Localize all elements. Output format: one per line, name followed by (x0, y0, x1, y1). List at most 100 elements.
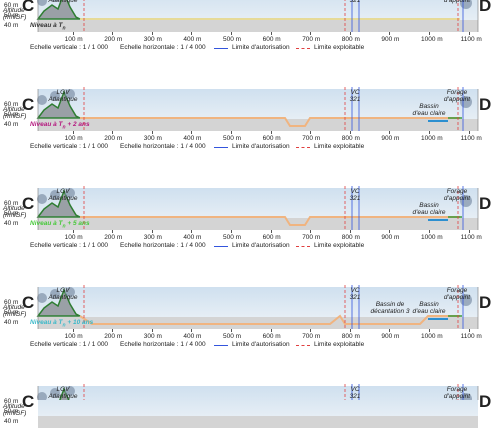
x-tick (468, 32, 470, 35)
vc-label-line2: 321 (349, 195, 361, 202)
x-tick-label: 600 m (262, 135, 281, 142)
section-end-letter: D (479, 194, 492, 213)
x-tick-label: 300 m (143, 36, 162, 43)
bassin-label-line1: Bassin (419, 103, 439, 110)
x-tick (389, 131, 391, 134)
profile-panel: CDLGVAtlantiqueVC321Foraged'appointAltit… (0, 0, 495, 51)
tree-shape (50, 91, 60, 101)
section-end-letter: D (479, 95, 492, 114)
forage-label-line1: Forage (446, 287, 468, 294)
x-tick-label: 700 m (302, 333, 321, 340)
vertical-scale-text: Echelle verticale : 1 / 1 000 (30, 242, 109, 249)
x-tick-label: 400 m (183, 36, 202, 43)
profile-panel: C D LGV Atlantique VC 321 Forage d'appoint Bassi… (0, 257, 495, 349)
x-tick-label: 600 m (262, 333, 281, 340)
horizontal-scale-text: Echelle horizontale : 1 / 4 000 (120, 341, 206, 348)
x-tick-label: 900 m (381, 135, 400, 142)
x-tick-label: 1000 m (421, 333, 443, 340)
tree-shape (50, 289, 60, 299)
profile-drawing (36, 285, 479, 329)
lgv-embankment (59, 386, 70, 400)
x-tick (310, 32, 312, 35)
section-end-letter: D (479, 0, 492, 15)
excavation-profile (79, 314, 460, 325)
level-label: Niveau à Tn + 10 ans (30, 319, 93, 328)
tree-shape (51, 0, 59, 2)
altitude-label: Altitude (3, 106, 25, 113)
x-tick-label: 300 m (143, 333, 162, 340)
lgv-label-line2: Atlantique (48, 393, 78, 400)
x-tick-label: 800 m (341, 333, 360, 340)
forage-label-line2: d'appoint (443, 96, 471, 103)
tree-shape (37, 95, 47, 105)
x-tick-label: 700 m (302, 36, 321, 43)
y-tick-label: 60 m (4, 2, 19, 9)
x-tick-label: 600 m (262, 36, 281, 43)
y-tick-label: 40 m (4, 418, 19, 425)
tree-shape (37, 194, 47, 204)
lgv-embankment (36, 287, 81, 317)
section-start-letter: C (22, 194, 35, 213)
y-tick-label: 40 m (4, 220, 19, 227)
vc-label-line2: 321 (349, 0, 361, 4)
ground-band (38, 20, 478, 32)
auth-limit-swatch (214, 345, 228, 346)
altitude-label: Altitude (3, 7, 25, 14)
bassin-label-line1: Bassin (419, 202, 439, 209)
x-tick (72, 329, 74, 332)
x-tick-label: 1100 m (460, 36, 482, 43)
forage-label-line2: d'appoint (443, 195, 471, 202)
x-tick-label: 800 m (341, 234, 360, 241)
vc-label-line1: VC (350, 386, 360, 393)
auth-limit-text: Limite d'autorisation (232, 242, 290, 249)
x-tick-label: 1100 m (460, 333, 482, 340)
profile-drawing (36, 186, 479, 230)
level-sub: n (62, 124, 66, 131)
x-tick (231, 230, 232, 233)
horizontal-scale-text: Echelle horizontale : 1 / 4 000 (120, 242, 206, 249)
bassin-label-line2: d'eau claire (412, 209, 446, 216)
auth-limit-text: Limite d'autorisation (232, 44, 290, 51)
lgv-label-line2: Atlantique (48, 0, 78, 4)
excavation-profile (80, 117, 460, 127)
sky-band (38, 0, 478, 20)
x-tick (72, 32, 74, 35)
x-tick (389, 32, 391, 35)
vertical-scale-text: Echelle verticale : 1 / 1 000 (30, 341, 109, 348)
vc-label-line1: VC (350, 287, 360, 294)
y-tick-label: 50 m (4, 408, 19, 415)
x-tick (112, 131, 114, 134)
vc-label-line2: 321 (349, 96, 361, 103)
y-tick-label: 40 m (4, 319, 19, 326)
x-tick-label: 1100 m (460, 135, 482, 142)
lgv-embankment (36, 89, 81, 119)
auth-limit-swatch (214, 246, 228, 247)
profile-drawing (37, 384, 479, 400)
vc-label-line1: VC (350, 89, 360, 96)
tree-shape (65, 386, 75, 396)
excavation-profile (80, 216, 460, 226)
x-tick-label: 700 m (302, 234, 321, 241)
altitude-unit: (mNGF) (3, 212, 27, 219)
x-tick (112, 230, 114, 233)
x-tick (191, 329, 193, 332)
forage-label-line1: Forage (446, 188, 468, 195)
vc-label-line1: VC (350, 188, 360, 195)
x-tick (349, 131, 351, 134)
ground-band (38, 119, 478, 131)
x-tick-label: 900 m (381, 333, 400, 340)
auth-limit-text: Limite d'autorisation (232, 143, 290, 150)
vertical-scale-text: Echelle verticale : 1 / 1 000 (30, 143, 109, 150)
x-tick-label: 300 m (143, 135, 162, 142)
lgv-label-line1: LGV (56, 287, 70, 294)
x-tick (112, 329, 114, 332)
x-tick-label: 800 m (341, 135, 360, 142)
forage-label-line1: Forage (446, 89, 468, 96)
level-prefix: Niveau à T (30, 22, 63, 29)
y-tick-label: 60 m (4, 398, 19, 405)
x-tick (72, 131, 74, 134)
altitude-label: Altitude (3, 304, 25, 311)
x-tick (310, 329, 312, 332)
bassin-label-line1: Bassin (419, 301, 439, 308)
